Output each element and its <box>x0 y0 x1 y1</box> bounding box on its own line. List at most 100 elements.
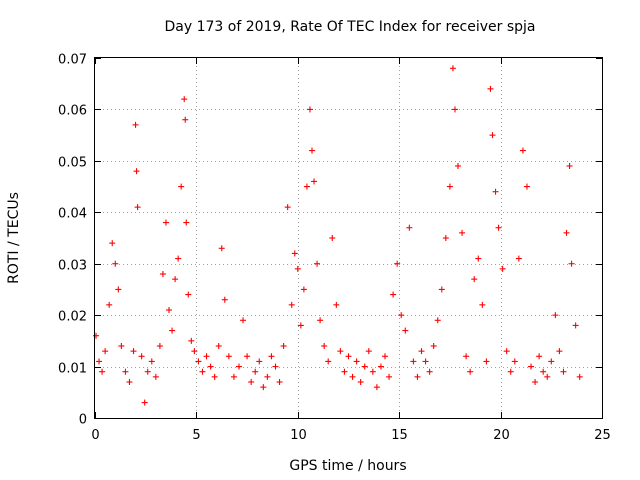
data-point <box>132 121 139 128</box>
data-point <box>544 373 551 380</box>
data-point <box>314 260 321 267</box>
data-point <box>291 250 298 257</box>
data-point <box>181 96 188 103</box>
data-point <box>483 358 490 365</box>
y-axis-label: ROTI / TECUs <box>6 192 22 284</box>
data-point <box>195 358 202 365</box>
data-point <box>93 332 100 339</box>
data-point <box>528 363 535 370</box>
data-point <box>495 224 502 231</box>
data-point <box>115 286 122 293</box>
data-point <box>329 235 336 241</box>
x-tick-label: 15 <box>391 428 408 443</box>
data-point <box>264 373 271 380</box>
data-point <box>552 312 559 319</box>
data-point <box>96 358 103 365</box>
x-tick-label: 25 <box>594 428 611 443</box>
data-point <box>503 348 510 355</box>
data-point <box>235 363 242 370</box>
y-tick-label: 0.03 <box>58 259 87 274</box>
data-point <box>321 343 328 349</box>
chart-title: Day 173 of 2019, Rate Of TEC Index for r… <box>164 19 535 35</box>
data-point <box>166 307 173 313</box>
data-point <box>361 363 368 370</box>
data-point <box>459 229 466 236</box>
data-point <box>532 379 539 385</box>
data-point <box>207 363 214 370</box>
data-point <box>475 255 482 262</box>
data-point <box>377 363 384 370</box>
data-point <box>172 276 179 283</box>
data-point <box>122 368 129 375</box>
y-tick-label: 0.02 <box>58 310 87 325</box>
data-point <box>311 178 318 185</box>
data-point <box>446 183 453 190</box>
data-point <box>272 363 279 370</box>
data-point <box>463 353 470 360</box>
data-point <box>479 301 486 308</box>
x-tick-label: 0 <box>91 428 99 443</box>
data-point <box>566 163 573 169</box>
data-point <box>144 368 151 375</box>
data-point <box>276 379 283 385</box>
data-point <box>434 317 441 324</box>
data-point <box>426 368 433 375</box>
data-point <box>353 358 360 365</box>
data-point <box>102 348 109 355</box>
data-point <box>540 368 547 375</box>
data-point <box>159 271 166 277</box>
y-tick-label: 0.04 <box>58 207 87 222</box>
data-point <box>536 353 543 360</box>
data-point <box>185 291 192 298</box>
data-point <box>576 373 583 380</box>
data-point <box>507 368 514 375</box>
data-point <box>256 358 263 365</box>
data-point <box>218 245 225 252</box>
data-point <box>211 373 218 380</box>
data-point <box>317 317 324 324</box>
data-point <box>133 168 140 175</box>
data-point <box>333 301 340 308</box>
data-point <box>406 224 413 231</box>
data-point <box>252 368 259 375</box>
data-points <box>93 65 583 406</box>
data-point <box>519 147 526 154</box>
data-point <box>489 132 496 139</box>
data-point <box>410 358 417 365</box>
data-point <box>162 219 169 226</box>
data-point <box>306 106 313 113</box>
plot-frame <box>94 57 603 419</box>
data-point <box>430 343 437 349</box>
data-point <box>492 188 499 195</box>
data-point <box>230 373 237 380</box>
data-point <box>109 240 116 247</box>
data-point <box>349 373 356 380</box>
data-point <box>455 163 462 169</box>
data-point <box>556 348 563 355</box>
data-point <box>294 265 301 272</box>
data-point <box>268 353 275 360</box>
data-point <box>260 384 267 391</box>
data-point <box>106 301 113 308</box>
data-point <box>126 379 133 385</box>
data-point <box>515 255 522 262</box>
data-point <box>523 183 530 190</box>
data-point <box>365 348 372 355</box>
data-point <box>560 368 567 375</box>
data-point <box>148 358 155 365</box>
data-point <box>178 183 185 190</box>
data-point <box>182 116 189 123</box>
data-point <box>300 286 307 293</box>
data-point <box>288 301 295 308</box>
data-point <box>548 358 555 365</box>
axis-ticks: 0 0.01 0.02 0.03 0.04 0.05 0.06 0.07 0 5 10 15 20 25 <box>58 53 611 444</box>
data-point <box>118 343 125 349</box>
data-point <box>471 276 478 283</box>
data-point <box>373 384 380 391</box>
data-point <box>467 368 474 375</box>
data-point <box>130 348 137 355</box>
data-point <box>563 229 570 236</box>
data-point <box>203 353 210 360</box>
data-point <box>156 343 163 349</box>
